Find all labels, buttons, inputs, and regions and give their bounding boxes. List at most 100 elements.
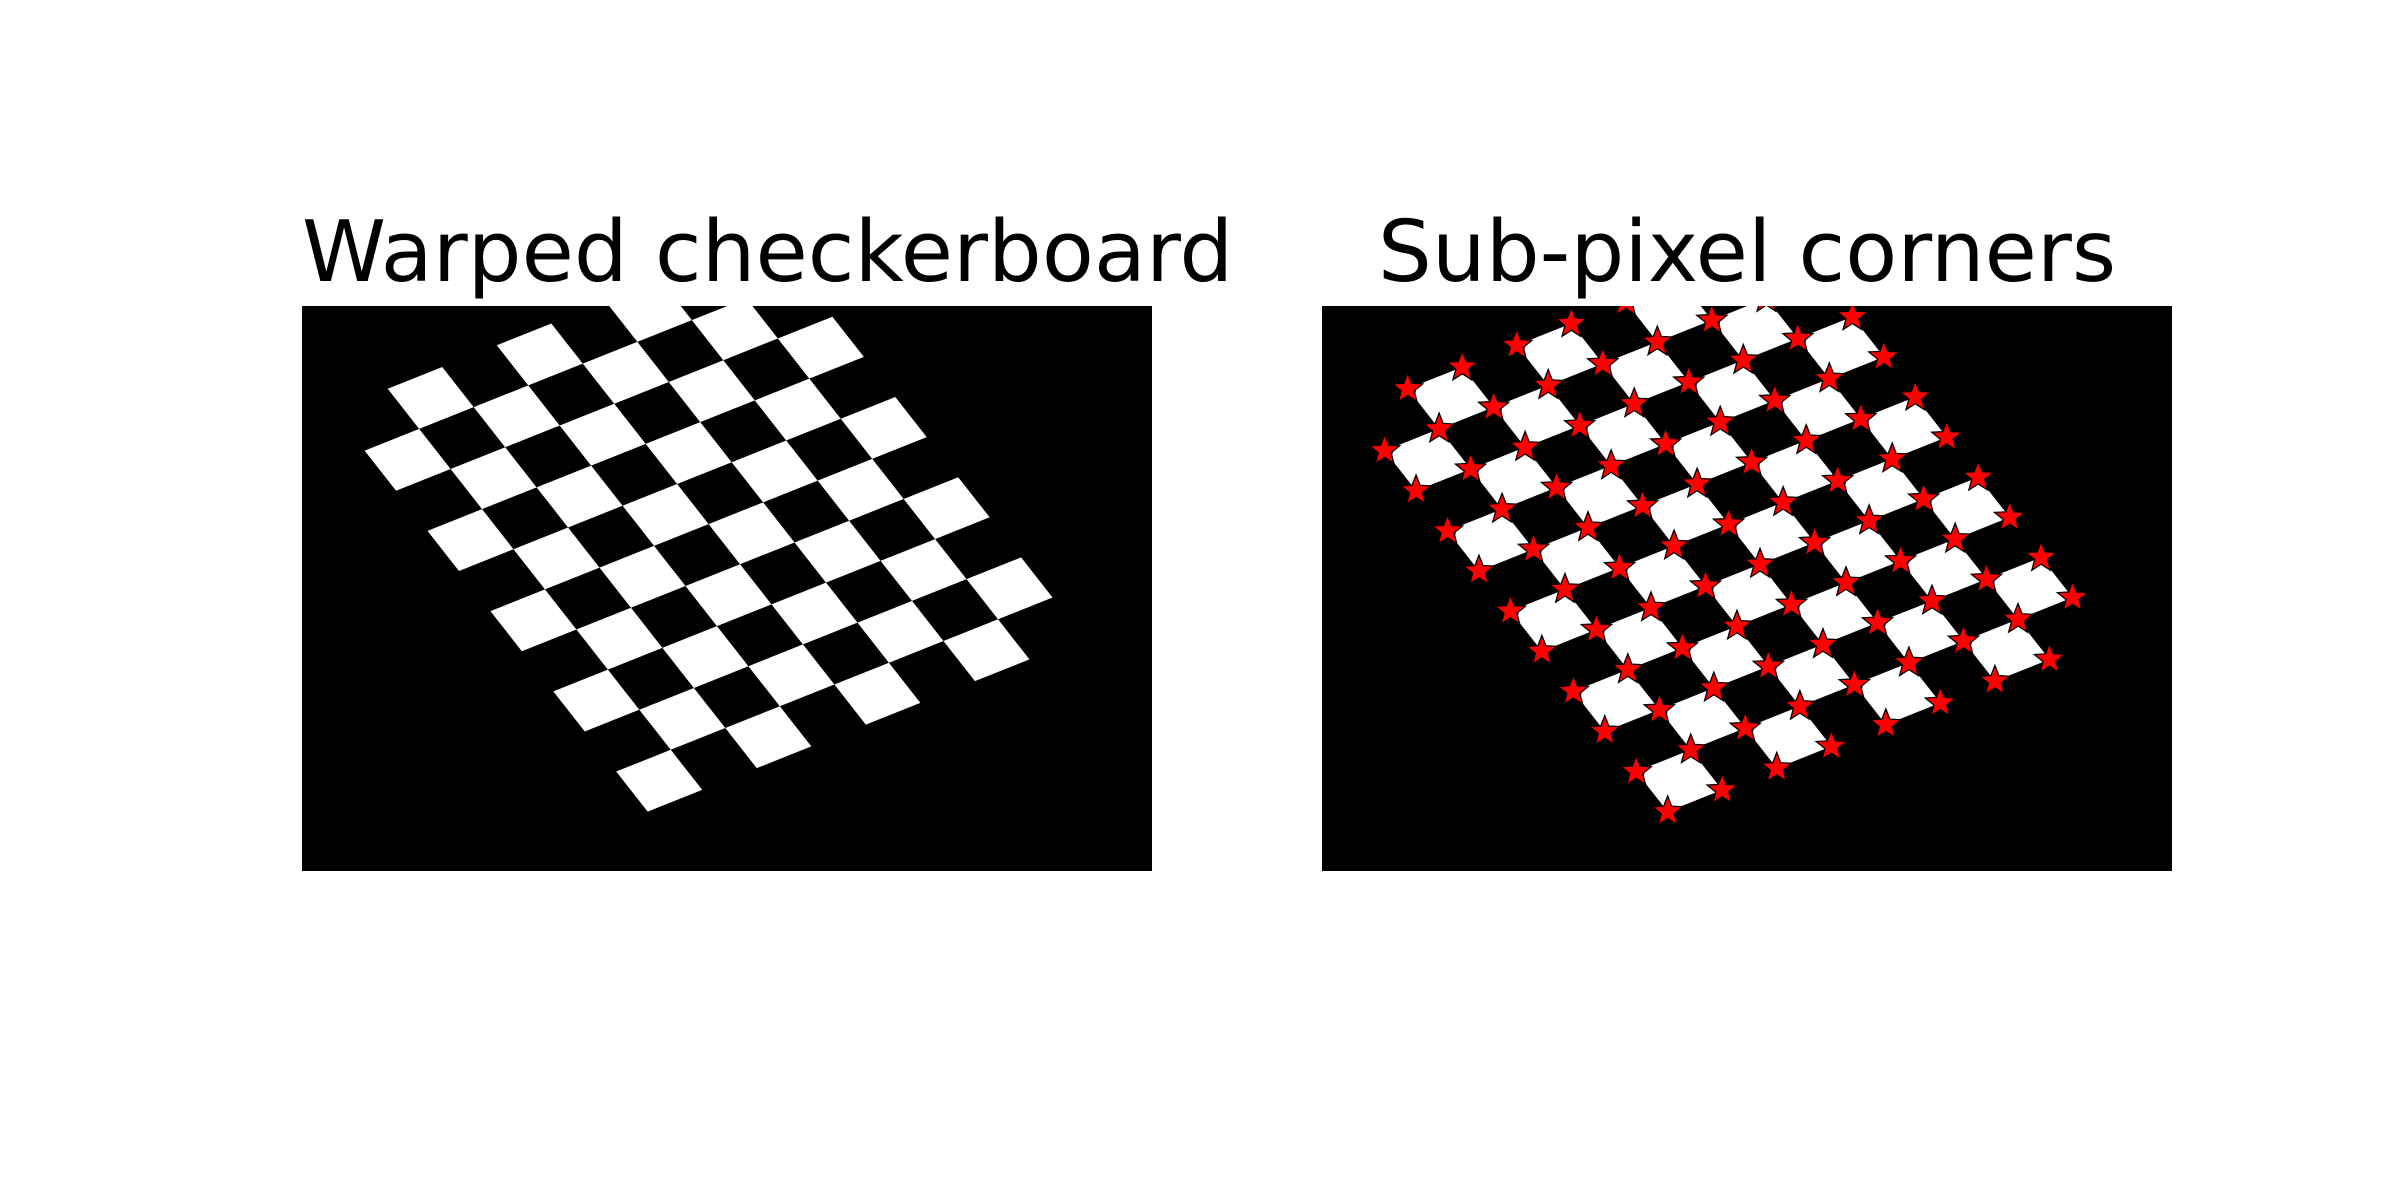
corner-star-marker xyxy=(1969,561,2004,594)
corners-white-square xyxy=(1384,428,1471,491)
corner-star-marker xyxy=(1938,521,1972,554)
corner-star-marker xyxy=(1697,670,1731,703)
corner-star-marker xyxy=(1399,473,1433,505)
warped-white-square xyxy=(616,749,703,812)
corner-star-marker xyxy=(1703,404,1738,437)
corner-star-marker xyxy=(1711,506,1746,539)
corner-star-marker xyxy=(1508,429,1542,462)
corner-star-marker xyxy=(1516,531,1551,564)
warped-white-square xyxy=(662,626,749,688)
corner-star-marker xyxy=(1923,685,1958,718)
corner-star-marker xyxy=(1500,327,1534,360)
corner-star-marker xyxy=(1587,713,1622,746)
corners-white-square xyxy=(1797,316,1884,379)
corner-star-marker xyxy=(1843,401,1878,433)
warped-white-square xyxy=(536,465,623,528)
corner-star-marker xyxy=(1453,451,1488,484)
corners-white-square xyxy=(1642,483,1729,546)
corner-star-marker xyxy=(1726,342,1761,375)
warped-white-square xyxy=(427,509,514,571)
warped-white-square xyxy=(966,557,1053,620)
corner-star-marker xyxy=(1757,382,1792,415)
corner-star-marker xyxy=(1390,371,1425,403)
warped-white-square xyxy=(817,458,904,521)
corners-white-square xyxy=(1745,706,1832,769)
corners-white-square xyxy=(1728,502,1815,565)
corners-white-square xyxy=(1837,458,1924,521)
corner-star-marker xyxy=(1946,623,1981,656)
corner-star-marker xyxy=(1571,509,1605,542)
corner-star-marker xyxy=(1673,732,1708,765)
subpixel-corners-image xyxy=(1322,306,2172,871)
warped-white-square xyxy=(943,619,1030,682)
corner-star-marker xyxy=(1548,571,1582,604)
warped-white-square xyxy=(840,396,927,459)
corner-star-marker xyxy=(1602,550,1637,582)
corner-star-marker xyxy=(1562,407,1597,440)
corner-star-marker xyxy=(1367,433,1402,465)
corners-white-square xyxy=(1791,582,1878,645)
corners-white-square xyxy=(1900,539,1987,601)
warped-white-square xyxy=(857,600,944,663)
corner-star-marker xyxy=(1860,605,1895,637)
corner-star-marker xyxy=(1898,379,1933,412)
warped-white-square xyxy=(645,422,732,484)
corner-star-marker xyxy=(1556,673,1591,706)
warped-white-square xyxy=(725,706,812,769)
corner-star-marker xyxy=(1720,608,1754,641)
corner-star-marker xyxy=(1640,324,1675,357)
corners-white-square xyxy=(1751,440,1838,503)
corner-star-marker xyxy=(1751,648,1786,681)
warped-white-square xyxy=(777,316,864,379)
corners-white-square xyxy=(1688,360,1775,423)
corner-star-marker xyxy=(1625,488,1660,520)
corner-star-marker xyxy=(1915,583,1949,616)
corner-star-marker xyxy=(1665,630,1700,663)
corner-star-marker xyxy=(1892,645,1926,678)
warped-white-square xyxy=(473,385,560,448)
corner-star-marker xyxy=(1585,346,1620,378)
corner-star-marker xyxy=(1671,364,1706,397)
corner-star-marker xyxy=(1734,444,1769,477)
corner-star-marker xyxy=(1743,546,1777,579)
corner-star-marker xyxy=(1642,692,1677,724)
corner-star-marker xyxy=(1774,586,1809,619)
corner-star-marker xyxy=(1961,459,1995,492)
corner-star-marker xyxy=(1797,524,1832,557)
corner-star-marker xyxy=(2001,601,2035,634)
corners-white-square xyxy=(1516,323,1603,386)
corner-star-marker xyxy=(1837,666,1872,699)
panel-title-warped: Warped checkerboard xyxy=(302,203,1234,302)
warped-white-square xyxy=(559,403,646,466)
warped-white-square xyxy=(599,545,686,608)
corner-star-marker xyxy=(1835,306,1870,331)
corner-star-marker xyxy=(1906,481,1941,514)
corners-white-square xyxy=(1986,557,2073,620)
corner-star-marker xyxy=(1869,707,1903,739)
corner-star-marker xyxy=(1462,553,1496,586)
corner-star-marker xyxy=(1554,306,1589,338)
corners-white-square xyxy=(1854,662,1941,725)
warped-white-square xyxy=(691,306,778,361)
warped-white-square xyxy=(880,539,967,601)
corner-star-marker xyxy=(1430,513,1465,546)
warped-white-square xyxy=(513,527,600,590)
corner-star-marker xyxy=(1531,367,1566,400)
warped-white-square xyxy=(609,306,692,342)
corner-star-marker xyxy=(1766,484,1800,517)
warped-white-square xyxy=(496,323,583,386)
corners-white-square xyxy=(1768,644,1855,707)
warped-white-square xyxy=(794,520,881,583)
panel-title-corners: Sub-pixel corners xyxy=(1377,203,2117,302)
corners-white-square xyxy=(1407,367,1494,429)
corners-white-square xyxy=(1602,341,1689,404)
corner-star-marker xyxy=(2055,579,2090,612)
corners-white-square xyxy=(1659,687,1746,750)
corners-white-square xyxy=(1470,447,1557,510)
corner-star-marker xyxy=(1539,469,1574,502)
warped-white-square xyxy=(553,669,640,732)
corners-white-square xyxy=(1629,306,1712,342)
corner-star-marker xyxy=(1705,772,1739,805)
corner-star-marker xyxy=(1756,306,1777,313)
warped-white-square xyxy=(834,662,921,725)
